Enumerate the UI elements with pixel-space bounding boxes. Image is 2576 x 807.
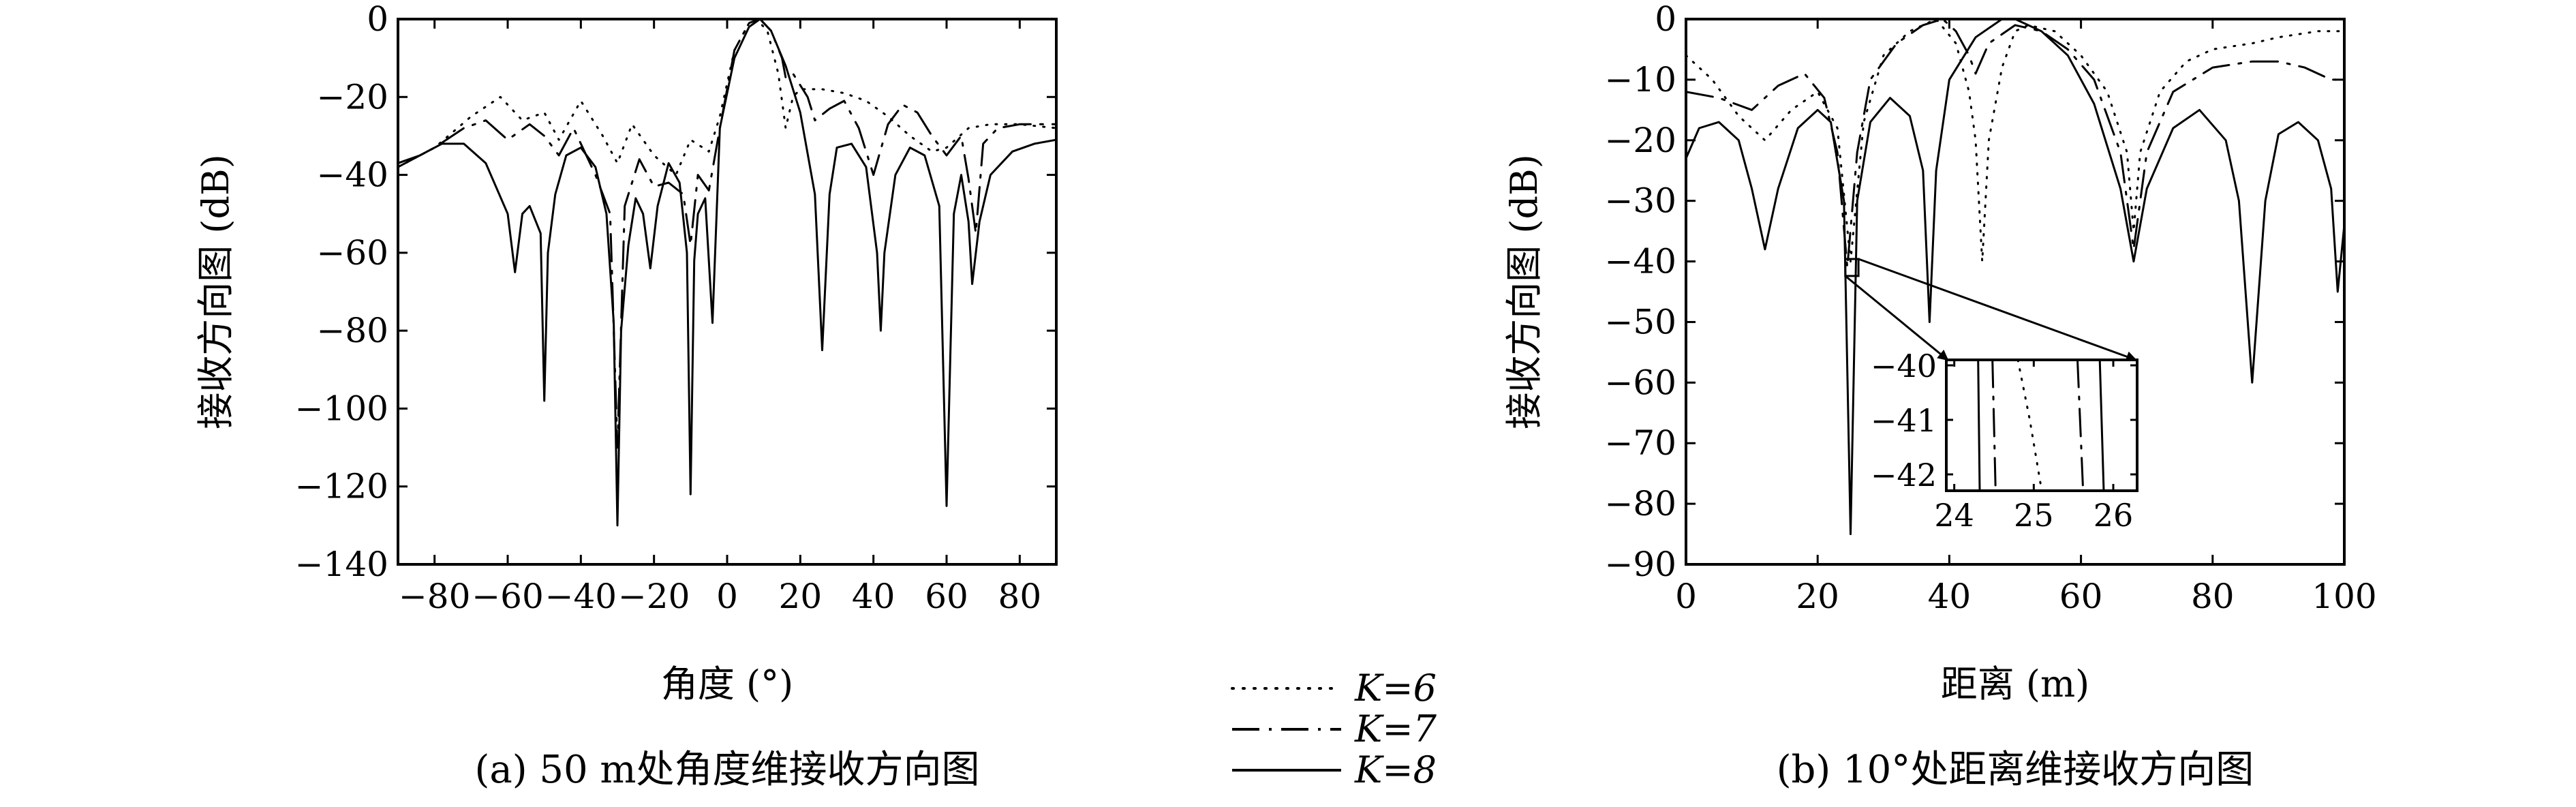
chart-b-ytick-label: −10 [1604,60,1676,100]
caption-a: (a) 50 m处角度维接收方向图 [474,748,979,792]
chart-b-series [1686,19,2344,536]
zoom-source-box [1844,258,1860,277]
chart-a-xtick-label: 40 [852,577,895,616]
inset-xtick-label: 25 [2014,497,2054,534]
inset-series-k7-line [2076,360,2085,491]
chart-a-xtick-label: 20 [779,577,823,616]
inset-xtick-label: 26 [2094,497,2134,534]
chart-b-series-k7-line [1686,19,2344,269]
chart-a: −80 −60 −40 −20 0 20 40 60 800−20−40−60−80−100−1… [194,0,1058,792]
chart-a-xtick-label: −40 [545,577,617,616]
chart-a-ticks: −80 −60 −40 −20 0 20 40 60 800−20−40−60−80−100−1… [295,0,1056,616]
inset-ytick-label: −42 [1871,457,1937,493]
caption-b: (b) 10°处距离维接收方向图 [1777,748,2254,792]
chart-a-xtick-label: 0 [716,577,738,616]
chart-b-xtick-label: 100 [2312,577,2376,616]
chart-b-ytick-label: −30 [1604,181,1676,221]
inset-background [1946,360,2137,491]
chart-a-xtick-label: −20 [618,577,690,616]
chart-a-xtick-label: −80 [399,577,471,616]
chart-a-series [398,19,1056,527]
chart-b-ytick-label: −50 [1604,302,1676,341]
chart-a-xtick-label: −60 [472,577,544,616]
chart-b-ylabel: 接收方向图 (dB) [1503,154,1546,429]
zoom-arrow-left [1844,275,1949,361]
chart-b-ytick-label: −40 [1604,242,1676,281]
chart-b: 0 20 40 60 80 100 0 −10 −20 −30 −40 −50 −60 −70 −80 −90… [1503,0,2377,792]
inset-frame [1945,359,2138,492]
chart-a-xtick-label: 80 [998,577,1042,616]
chart-b-ytick-label: −20 [1604,121,1676,160]
chart-b-series-k8-line [1686,19,2344,536]
chart-a-series-k8-line [398,19,1056,527]
chart-b-frame [1685,18,2346,566]
inset-ticks: 24 25 26 −40 −41 −42 [1871,348,2137,534]
chart-b-ytick-label: −60 [1604,363,1676,402]
inset-chart: 24 25 26 −40 −41 −42 [1871,348,2138,534]
inset-series [1977,360,2105,491]
chart-a-xlabel: 角度 (°) [661,663,793,705]
chart-a-ytick-label: −120 [295,467,388,506]
inset-series-k8-line [1977,360,1981,491]
zoom-arrow-right [1858,258,2137,362]
chart-a-series-k6-line [398,19,1056,177]
chart-a-xtick-label: 60 [925,577,968,616]
chart-b-ytick-label: −90 [1604,545,1676,584]
inset-series-k7-line [1991,360,1997,491]
chart-b-ytick-label: −80 [1604,484,1676,523]
chart-a-ytick-label: −60 [316,233,388,273]
chart-b-xtick-label: 20 [1796,577,1839,616]
chart-a-ytick-label: 0 [367,0,388,39]
chart-a-ytick-label: −20 [316,77,388,117]
inset-ytick-label: −41 [1871,402,1937,439]
legend-label-k8: K=8 [1354,748,1437,791]
chart-b-xlabel: 距离 (m) [1941,663,2090,705]
inset-series-k6-line [2017,360,2043,491]
chart-b-xtick-label: 60 [2059,577,2103,616]
inset-series-k8-line [2098,360,2105,491]
chart-b-xtick-label: 40 [1928,577,1972,616]
legend: K=6 K=7 K=8 [1231,667,1437,791]
chart-a-ylabel: 接收方向图 (dB) [194,154,237,429]
chart-b-ticks: 0 20 40 60 80 100 0 −10 −20 −30 −40 −50 −60 −70 −80 −90 [1604,0,2376,616]
chart-a-series-k7-line [398,19,1056,449]
chart-b-series-k6-line [1686,19,2344,263]
inset-xtick-label: 24 [1934,497,1974,534]
chart-a-ytick-label: −100 [295,389,388,428]
legend-label-k6: K=6 [1354,667,1437,710]
chart-a-frame [397,18,1058,566]
inset-ytick-label: −40 [1871,348,1937,384]
chart-b-ytick-label: −70 [1604,423,1676,463]
chart-b-ytick-label: 0 [1655,0,1676,39]
chart-a-ytick-label: −40 [316,155,388,195]
chart-a-ytick-label: −80 [316,311,388,350]
chart-b-xtick-label: 0 [1675,577,1697,616]
chart-b-xtick-label: 80 [2191,577,2235,616]
legend-label-k7: K=7 [1354,707,1437,750]
chart-a-ytick-label: −140 [295,545,388,584]
